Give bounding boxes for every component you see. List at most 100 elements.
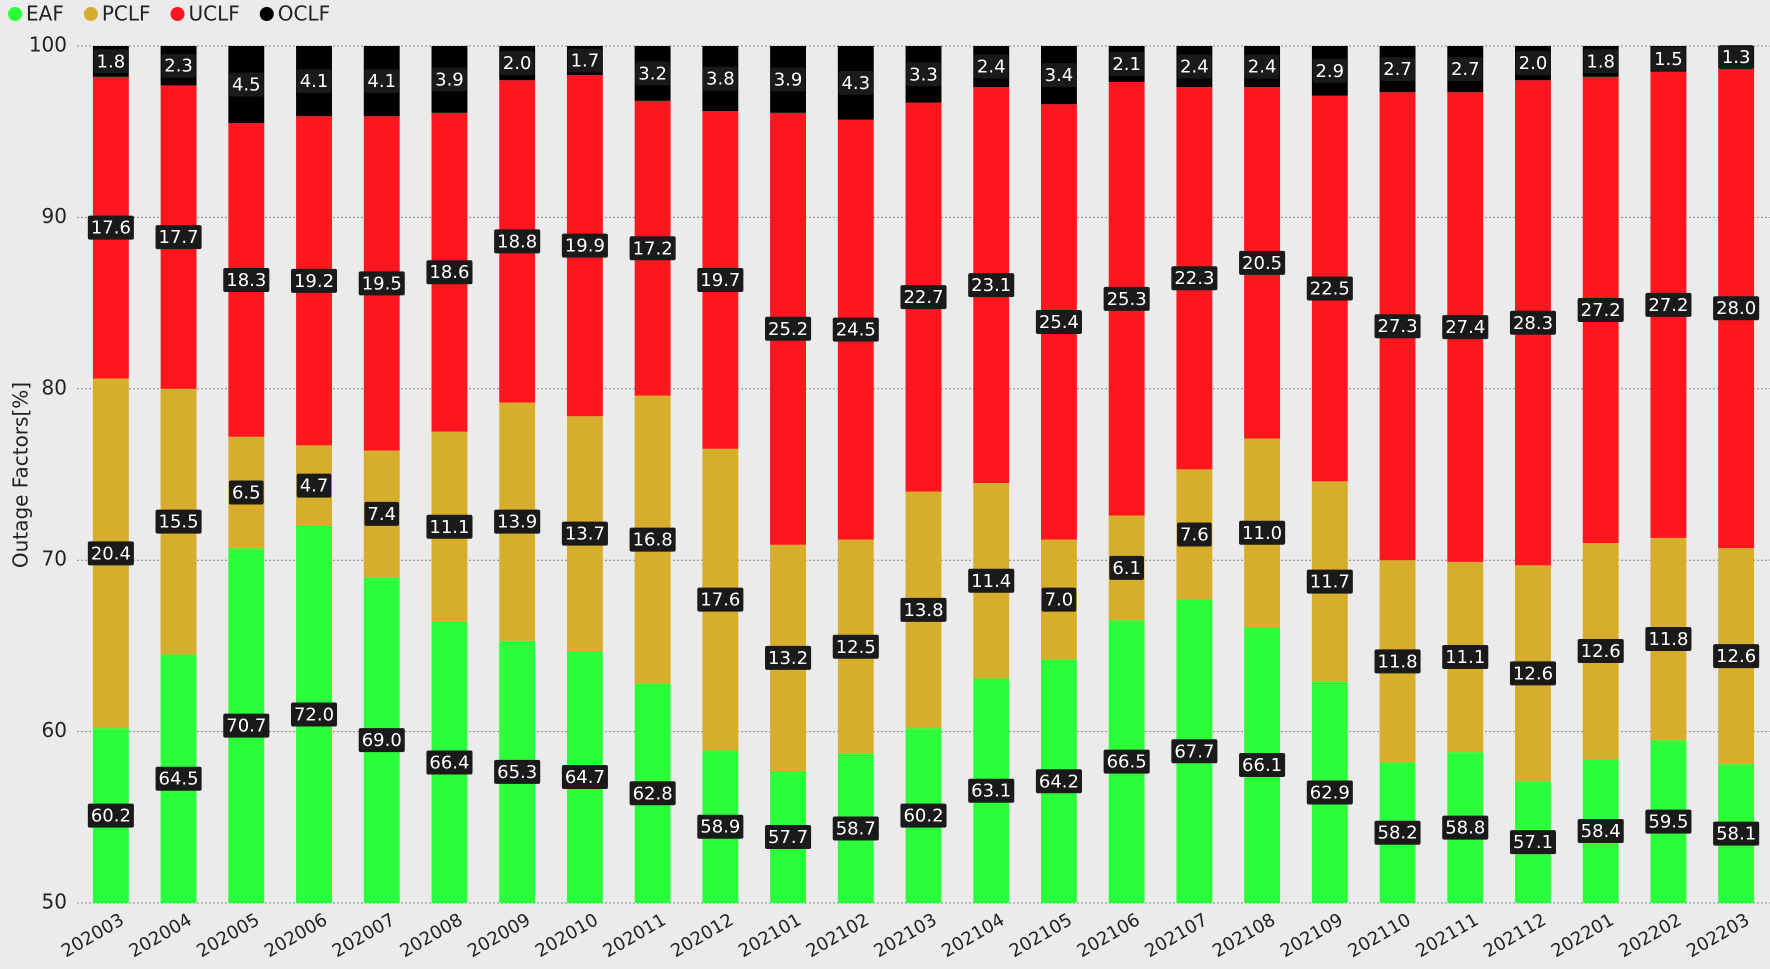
legend-marker — [8, 7, 22, 21]
data-label-bg — [1041, 587, 1077, 612]
data-label: 7.6 — [1180, 524, 1209, 545]
data-label: 7.0 — [1045, 590, 1074, 611]
data-label-bg — [697, 587, 744, 612]
data-label-bg — [900, 803, 947, 828]
data-label: 4.1 — [300, 71, 329, 92]
data-label-bg — [629, 781, 676, 806]
data-label-bg — [968, 568, 1015, 593]
data-label-bg — [1442, 645, 1489, 670]
data-label-bg — [1577, 297, 1624, 322]
data-label: 19.5 — [362, 273, 402, 294]
data-label: 4.1 — [367, 71, 396, 92]
data-label-bg — [1645, 809, 1692, 834]
data-label-bg — [1645, 627, 1692, 652]
data-label: 16.8 — [633, 530, 673, 551]
data-label-bg — [364, 69, 400, 94]
data-label-bg — [1509, 310, 1557, 335]
data-label-bg — [561, 521, 608, 546]
data-label: 64.5 — [159, 769, 199, 790]
data-label: 6.1 — [1112, 558, 1141, 579]
data-label-bg — [1035, 769, 1082, 794]
data-label: 27.2 — [1581, 300, 1621, 321]
data-label: 11.8 — [1378, 651, 1418, 672]
data-label-bg — [228, 72, 264, 97]
legend-marker — [259, 7, 274, 21]
data-label-bg — [1041, 63, 1077, 88]
data-label: 23.1 — [971, 275, 1011, 296]
data-label-bg — [494, 229, 541, 254]
y-tick-label: 50 — [42, 890, 67, 914]
data-label: 25.2 — [768, 319, 808, 340]
data-label: 2.7 — [1383, 59, 1412, 80]
data-label-bg — [1583, 49, 1619, 74]
data-label: 60.2 — [903, 806, 943, 827]
data-label-bg — [1244, 54, 1280, 79]
data-label-bg — [1442, 815, 1489, 840]
data-label: 17.2 — [633, 238, 673, 259]
data-label-bg — [499, 51, 535, 76]
data-label-bg — [1171, 739, 1218, 764]
data-label: 20.5 — [1242, 253, 1282, 274]
data-label: 25.3 — [1107, 289, 1147, 310]
legend-marker — [170, 7, 185, 21]
data-label-bg — [629, 527, 676, 552]
data-label-bg — [567, 48, 603, 73]
data-label-bg — [629, 236, 676, 261]
data-label: 64.2 — [1039, 771, 1079, 792]
data-label: 1.8 — [1586, 51, 1615, 72]
legend-label: EAF — [26, 2, 64, 26]
legend-label: UCLF — [189, 2, 240, 26]
data-label-bg — [364, 501, 400, 526]
data-label: 13.8 — [903, 600, 943, 621]
data-label: 27.3 — [1378, 316, 1418, 337]
data-label: 1.8 — [97, 51, 126, 72]
data-label-bg — [1509, 830, 1557, 855]
data-label-bg — [1442, 315, 1489, 340]
data-label: 12.5 — [836, 637, 876, 658]
data-label: 1.5 — [1654, 49, 1683, 70]
y-tick-label: 100 — [29, 33, 67, 57]
data-label-bg — [1177, 522, 1212, 547]
data-label-bg — [426, 750, 473, 775]
data-label: 2.0 — [1519, 53, 1548, 74]
data-label: 1.3 — [1722, 47, 1751, 68]
data-label-bg — [900, 285, 947, 310]
data-label-bg — [561, 233, 608, 258]
data-label: 17.6 — [700, 590, 740, 611]
y-tick-label: 90 — [42, 204, 67, 228]
data-label-bg — [1306, 780, 1353, 805]
data-label: 6.5 — [232, 482, 261, 503]
data-label: 12.6 — [1581, 641, 1621, 662]
data-label: 58.8 — [1445, 818, 1485, 839]
data-label: 2.4 — [1180, 57, 1209, 78]
data-label-bg — [832, 317, 879, 342]
data-label: 57.7 — [768, 827, 808, 848]
data-label: 28.0 — [1716, 298, 1756, 319]
data-label-bg — [1035, 309, 1082, 334]
data-label-bg — [290, 702, 338, 727]
y-axis-title: Outage Factors[%] — [9, 382, 33, 568]
data-label: 11.7 — [1310, 572, 1350, 593]
legend-marker — [83, 7, 98, 21]
data-label-bg — [1718, 45, 1754, 70]
data-label: 1.7 — [571, 51, 600, 72]
data-label: 3.9 — [774, 69, 803, 90]
data-label-bg — [87, 803, 134, 828]
data-label: 19.7 — [700, 270, 740, 291]
data-label-bg — [87, 541, 134, 566]
data-label: 13.2 — [768, 648, 808, 669]
data-label: 18.8 — [497, 231, 537, 252]
data-label-bg — [1103, 286, 1150, 311]
data-label: 57.1 — [1513, 832, 1553, 853]
data-label-bg — [358, 271, 405, 296]
data-label-bg — [765, 316, 812, 341]
legend-label: PCLF — [102, 2, 151, 26]
data-label-bg — [1577, 819, 1624, 844]
data-label-bg — [697, 267, 744, 292]
data-label: 2.9 — [1315, 61, 1344, 82]
data-label: 62.9 — [1310, 782, 1350, 803]
data-label: 3.4 — [1045, 65, 1074, 86]
data-label: 3.3 — [909, 64, 938, 85]
data-label-bg — [832, 816, 879, 841]
data-label: 22.3 — [1174, 268, 1214, 289]
